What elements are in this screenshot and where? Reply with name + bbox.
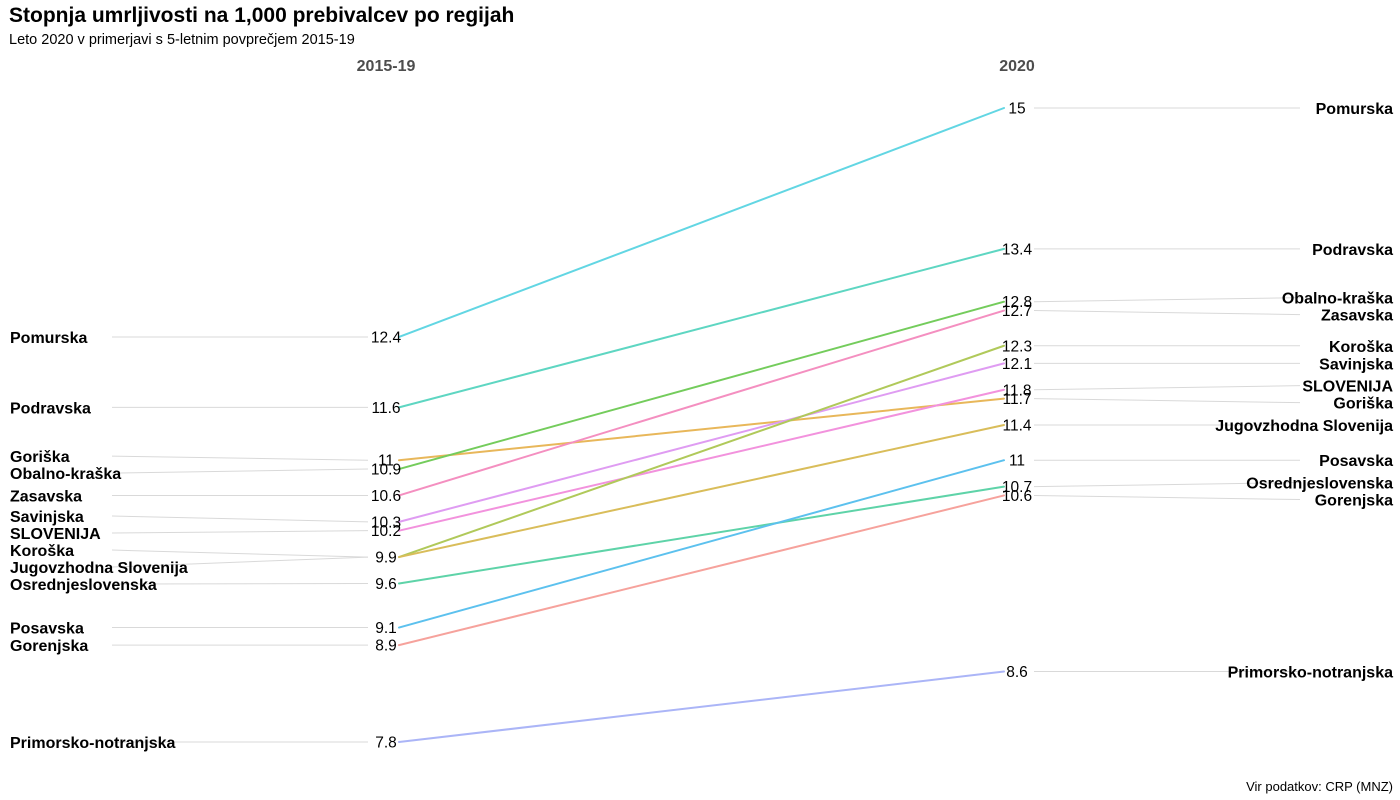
value-label-left: 7.8 — [375, 735, 397, 752]
region-label-right-obalno-kraska: Obalno-kraška — [1282, 291, 1393, 308]
region-label-right-zasavska: Zasavska — [1321, 308, 1393, 325]
series-line-savinjska — [398, 362, 1005, 523]
value-label-right: 15 — [1008, 101, 1025, 118]
leader-line-right-obalno-kraska — [1033, 297, 1301, 303]
value-label-right: 10.6 — [1002, 488, 1032, 505]
region-label-left-podravska: Podravska — [10, 400, 91, 417]
region-label-left-jugovzhodna-slovenija: Jugovzhodna Slovenija — [10, 560, 188, 577]
series-line-osrednjeslovenska — [398, 485, 1005, 585]
value-label-right: 13.4 — [1002, 241, 1033, 258]
column-header-right: 2020 — [999, 58, 1035, 75]
leader-line-left-jugovzhodna-slovenija — [111, 556, 369, 568]
region-label-left-slovenija: SLOVENIJA — [10, 526, 101, 543]
value-label-left: 9.9 — [375, 550, 397, 567]
region-label-right-posavska: Posavska — [1319, 453, 1393, 470]
region-label-right-savinjska: Savinjska — [1319, 356, 1393, 373]
region-label-left-pomurska: Pomurska — [10, 330, 87, 347]
column-header-left: 2015-19 — [357, 58, 416, 75]
region-label-right-slovenija: SLOVENIJA — [1302, 379, 1393, 396]
value-label-left: 10.3 — [371, 514, 401, 531]
value-label-left: 11.6 — [371, 400, 400, 417]
value-label-left: 11 — [378, 453, 394, 470]
region-label-right-goriska: Goriška — [1333, 396, 1393, 413]
leader-line-left-goriska — [111, 455, 369, 461]
value-label-right: 12.1 — [1002, 356, 1032, 373]
series-line-zasavska — [398, 309, 1005, 497]
leader-line-right-zasavska — [1033, 310, 1301, 316]
value-label-right: 10.7 — [1002, 479, 1032, 496]
region-label-right-osrednjeslovenska: Osrednjeslovenska — [1246, 476, 1393, 493]
region-label-left-osrednjeslovenska: Osrednjeslovenska — [10, 577, 157, 594]
value-label-left: 10.2 — [371, 523, 401, 540]
value-label-right: 12.3 — [1002, 338, 1032, 355]
value-label-left: 12.4 — [371, 329, 402, 346]
value-label-left: 9.6 — [375, 576, 397, 593]
leader-line-right-osrednjeslovenska — [1033, 482, 1301, 488]
value-label-right: 11.8 — [1002, 382, 1031, 399]
region-label-right-koroska: Koroška — [1329, 339, 1393, 356]
region-label-left-goriska: Goriška — [10, 449, 70, 466]
chart-subtitle: Leto 2020 v primerjavi s 5-letnim povpre… — [9, 32, 355, 48]
chart-caption: Vir podatkov: CRP (MNZ) — [1246, 779, 1393, 794]
series-line-gorenjska — [398, 494, 1005, 647]
series-line-primorsko-notranjska — [398, 670, 1005, 743]
region-label-right-podravska: Podravska — [1312, 242, 1393, 259]
value-label-left: 9.1 — [375, 620, 397, 637]
leader-line-left-slovenija — [111, 530, 369, 534]
value-label-left: 8.9 — [375, 638, 397, 655]
region-label-left-primorsko-notranjska: Primorsko-notranjska — [10, 735, 175, 752]
value-label-right: 8.6 — [1006, 664, 1028, 681]
leader-line-left-savinjska — [111, 515, 369, 523]
series-line-pomurska — [398, 107, 1005, 338]
region-label-left-zasavska: Zasavska — [10, 488, 82, 505]
series-line-koroska — [398, 344, 1005, 559]
series-line-jugovzhodna-slovenija — [398, 424, 1005, 559]
value-label-right: 12.7 — [1002, 303, 1032, 320]
series-line-slovenija — [398, 388, 1005, 532]
value-label-right: 12.8 — [1002, 294, 1032, 311]
leader-line-right-goriska — [1033, 398, 1301, 404]
chart-title: Stopnja umrljivosti na 1,000 prebivalcev… — [9, 4, 514, 27]
region-label-left-posavska: Posavska — [10, 621, 84, 638]
region-label-left-gorenjska: Gorenjska — [10, 638, 88, 655]
value-label-left: 10.9 — [371, 462, 401, 479]
series-line-obalno-kraska — [398, 300, 1005, 471]
series-line-podravska — [398, 247, 1005, 409]
leader-line-left-obalno-kraska — [111, 468, 369, 474]
value-label-right: 11.4 — [1002, 418, 1031, 435]
leader-line-right-gorenjska — [1033, 494, 1301, 501]
leader-line-left-osrednjeslovenska — [111, 583, 369, 585]
region-label-right-gorenjska: Gorenjska — [1315, 493, 1393, 510]
leader-line-right-slovenija — [1033, 385, 1301, 391]
series-line-posavska — [398, 459, 1005, 629]
region-label-left-savinjska: Savinjska — [10, 509, 84, 526]
value-label-right: 11 — [1009, 453, 1025, 470]
leader-line-left-koroska — [111, 549, 369, 558]
value-label-right: 11.7 — [1002, 391, 1031, 408]
region-label-right-primorsko-notranjska: Primorsko-notranjska — [1228, 665, 1393, 682]
region-label-right-pomurska: Pomurska — [1316, 101, 1393, 118]
region-label-left-obalno-kraska: Obalno-kraška — [10, 466, 121, 483]
series-line-goriska — [398, 397, 1005, 462]
region-label-left-koroska: Koroška — [10, 543, 74, 560]
region-label-right-jugovzhodna-slovenija: Jugovzhodna Slovenija — [1215, 418, 1393, 435]
value-label-left: 10.6 — [371, 488, 401, 505]
